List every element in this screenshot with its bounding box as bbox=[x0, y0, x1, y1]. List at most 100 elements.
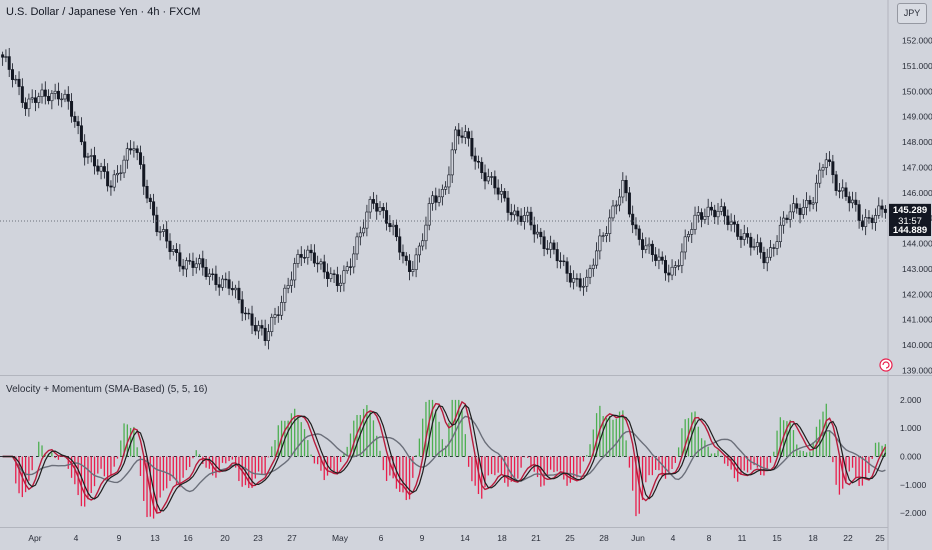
candle-body bbox=[801, 207, 805, 215]
candle-body bbox=[769, 247, 773, 258]
indicator-title[interactable]: Velocity + Momentum (SMA-Based) (5, 5, 1… bbox=[6, 384, 208, 395]
candle-body bbox=[519, 215, 523, 222]
candle-body bbox=[93, 155, 97, 167]
candle-body bbox=[463, 131, 467, 138]
candle-body bbox=[680, 251, 684, 266]
price-tick-label: 144.000 bbox=[902, 239, 932, 249]
candle-body bbox=[184, 260, 188, 270]
candle-body bbox=[125, 148, 129, 161]
candle-body bbox=[161, 229, 165, 232]
candle-body bbox=[221, 278, 225, 288]
candle-body bbox=[79, 125, 83, 143]
symbol-title[interactable]: U.S. Dollar / Japanese Yen · 4h · FXCM bbox=[6, 6, 201, 18]
candle-body bbox=[83, 141, 87, 158]
candle-body bbox=[345, 266, 349, 272]
candle-body bbox=[460, 135, 464, 138]
candle-body bbox=[778, 224, 782, 243]
candle-body bbox=[536, 231, 540, 235]
candle-body bbox=[1, 54, 5, 58]
candle-body bbox=[40, 89, 44, 97]
candle-body bbox=[289, 279, 293, 286]
candle-body bbox=[663, 260, 667, 274]
fast-velocity-line bbox=[2, 400, 887, 514]
candle-body bbox=[499, 191, 503, 195]
candle-body bbox=[601, 235, 605, 237]
candle-body bbox=[115, 173, 119, 176]
candle-body bbox=[585, 276, 589, 287]
candle-body bbox=[480, 161, 484, 173]
candle-body bbox=[503, 191, 507, 199]
candle-body bbox=[227, 279, 231, 289]
candle-body bbox=[857, 204, 861, 222]
time-tick-label: 14 bbox=[460, 533, 470, 543]
candle-body bbox=[870, 217, 874, 223]
candle-body bbox=[148, 197, 152, 202]
candle-body bbox=[565, 261, 569, 274]
candle-body bbox=[138, 152, 142, 165]
time-tick-label: 18 bbox=[808, 533, 818, 543]
candle-body bbox=[306, 249, 310, 258]
candle-body bbox=[198, 258, 202, 265]
candle-body bbox=[352, 253, 356, 268]
candle-body bbox=[657, 256, 661, 261]
candle-body bbox=[86, 156, 90, 158]
candle-body bbox=[303, 257, 307, 259]
candle-body bbox=[513, 210, 517, 216]
candle-body bbox=[178, 252, 182, 267]
candle-body bbox=[191, 260, 195, 268]
candle-body bbox=[847, 196, 851, 204]
candle-body bbox=[309, 249, 313, 254]
candle-body bbox=[50, 93, 54, 102]
candle-body bbox=[765, 256, 769, 264]
candle-body bbox=[509, 212, 513, 216]
currency-button[interactable]: JPY bbox=[897, 3, 927, 24]
candle-body bbox=[700, 212, 704, 220]
candle-body bbox=[578, 278, 582, 288]
candle-body bbox=[874, 215, 878, 223]
candle-body bbox=[56, 90, 60, 100]
candle-body bbox=[142, 164, 146, 187]
candle-body bbox=[552, 242, 556, 250]
price-tick-label: 150.000 bbox=[902, 86, 932, 96]
candle-body bbox=[230, 288, 234, 291]
indicator-tick-label: −2.000 bbox=[900, 508, 927, 518]
candle-body bbox=[329, 273, 333, 279]
candle-body bbox=[43, 89, 47, 97]
time-tick-label: 28 bbox=[599, 533, 609, 543]
reference-price-value: 144.889 bbox=[893, 225, 927, 236]
candle-body bbox=[280, 302, 284, 316]
candle-body bbox=[322, 261, 326, 273]
candle-body bbox=[539, 231, 543, 238]
candle-body bbox=[667, 272, 671, 276]
time-tick-label: 25 bbox=[875, 533, 885, 543]
candle-body bbox=[109, 185, 113, 188]
time-tick-label: 22 bbox=[843, 533, 853, 543]
candle-body bbox=[414, 254, 418, 270]
live-refresh-icon[interactable] bbox=[879, 358, 893, 372]
candle-body bbox=[476, 160, 480, 163]
candle-body bbox=[398, 236, 402, 253]
time-tick-label: 23 bbox=[253, 533, 263, 543]
candle-body bbox=[385, 210, 389, 224]
price-tick-label: 148.000 bbox=[902, 137, 932, 147]
time-tick-label: 15 bbox=[772, 533, 782, 543]
candle-body bbox=[683, 236, 687, 253]
candle-body bbox=[257, 325, 261, 332]
candle-body bbox=[555, 249, 559, 262]
candle-body bbox=[604, 233, 608, 236]
price-tick-label: 149.000 bbox=[902, 112, 932, 122]
candle-body bbox=[473, 155, 477, 162]
candle-body bbox=[112, 174, 116, 188]
time-tick-label: 4 bbox=[74, 533, 79, 543]
candle-body bbox=[362, 227, 366, 234]
candle-body bbox=[867, 217, 871, 219]
candle-body bbox=[421, 240, 425, 247]
price-tick-label: 142.000 bbox=[902, 289, 932, 299]
candle-body bbox=[326, 271, 330, 279]
candle-body bbox=[631, 213, 635, 226]
candle-body bbox=[234, 287, 238, 291]
candle-body bbox=[76, 121, 80, 127]
candle-body bbox=[634, 224, 638, 230]
candle-body bbox=[20, 86, 24, 103]
